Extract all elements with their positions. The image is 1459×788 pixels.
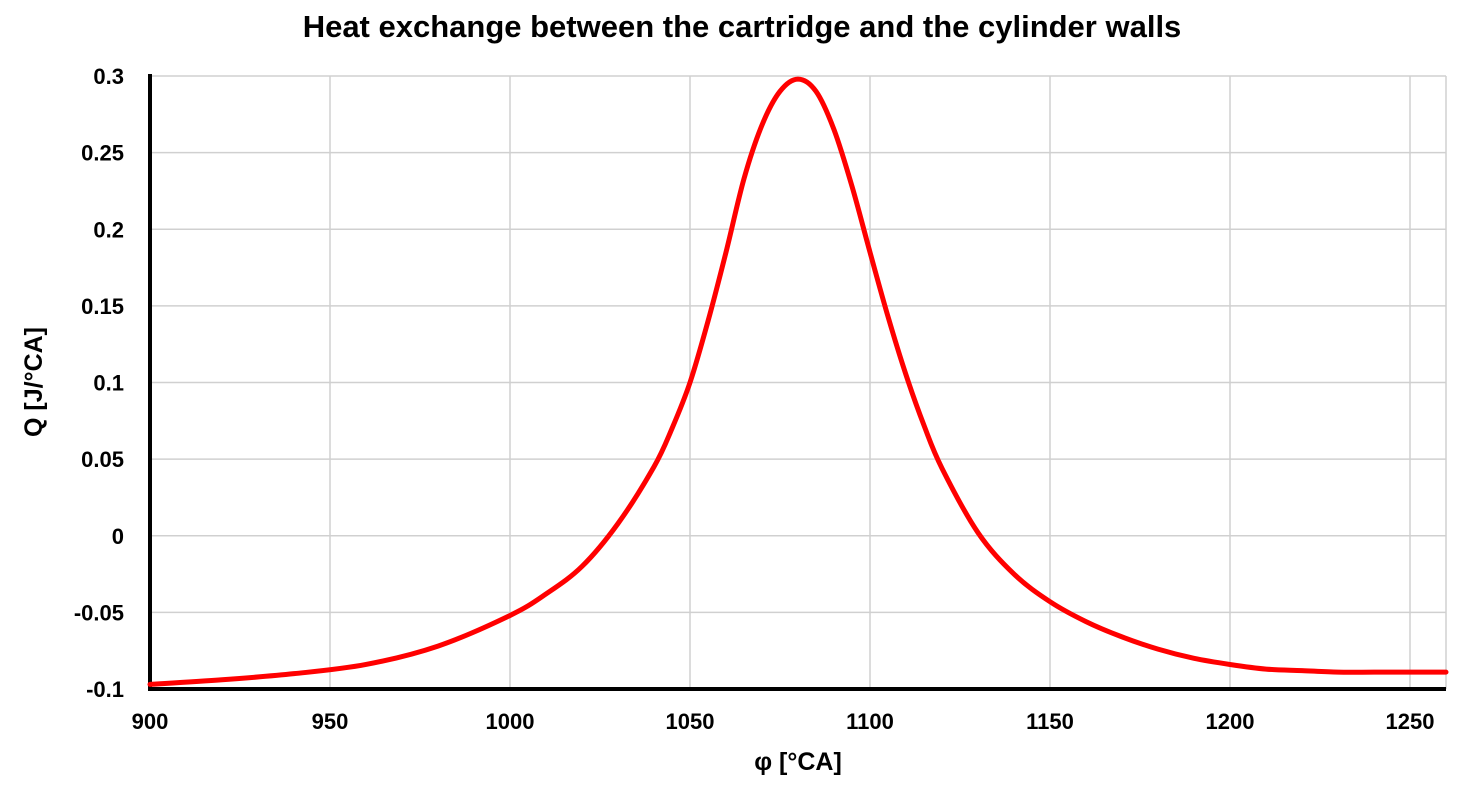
x-axis-label: φ [°CA] [754, 748, 842, 776]
y-tick-label: 0.3 [93, 64, 124, 89]
x-tick-label: 1150 [1026, 709, 1074, 734]
x-tick-label: 900 [132, 709, 169, 734]
gridlines [149, 75, 1447, 690]
x-tick-label: 1000 [486, 709, 535, 734]
y-tick-label: 0.2 [93, 217, 124, 242]
series-line [147, 76, 1449, 687]
y-axis-label: Q [J/°CA] [20, 327, 48, 437]
chart-title: Heat exchange between the cartridge and … [303, 9, 1182, 44]
axes [148, 74, 1446, 691]
x-tick-label: 1050 [666, 709, 715, 734]
y-tick-label: -0.05 [74, 600, 124, 625]
y-tick-label: 0.1 [93, 371, 124, 396]
x-tick-label: 1100 [846, 709, 894, 734]
y-tick-label: 0.25 [81, 141, 124, 166]
y-tick-label: -0.1 [86, 677, 124, 702]
x-tick-label: 1200 [1206, 709, 1255, 734]
x-tick-label: 950 [312, 709, 349, 734]
y-tick-label: 0.05 [81, 447, 124, 472]
y-tick-label: 0.15 [81, 294, 124, 319]
tick-labels: -0.1 -0.05 0 0.05 0.1 0.15 0.2 0.25 0.3 900 950 100… [74, 64, 1435, 734]
series [147, 76, 1449, 687]
y-tick-label: 0 [112, 524, 124, 549]
x-tick-label: 1250 [1386, 709, 1435, 734]
